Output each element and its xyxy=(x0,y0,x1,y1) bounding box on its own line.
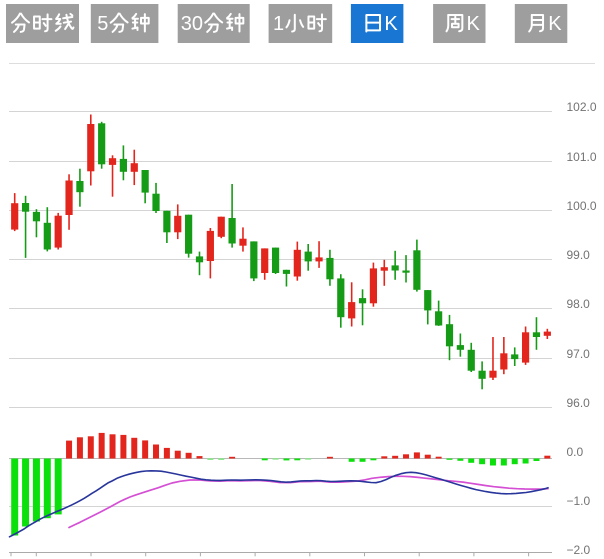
svg-text:−1.0: −1.0 xyxy=(567,494,591,508)
svg-text:1: 1 xyxy=(273,13,284,35)
svg-text:102.0: 102.0 xyxy=(567,100,597,114)
svg-text:98.0: 98.0 xyxy=(567,297,591,311)
svg-text:101.0: 101.0 xyxy=(567,150,597,164)
svg-text:−2.0: −2.0 xyxy=(567,543,591,557)
svg-text:K: K xyxy=(384,13,398,35)
svg-text:96.0: 96.0 xyxy=(567,396,591,410)
svg-text:K: K xyxy=(467,13,481,35)
svg-text:5: 5 xyxy=(97,13,108,35)
svg-text:K: K xyxy=(548,13,562,35)
svg-text:100.0: 100.0 xyxy=(567,199,597,213)
svg-text:99.0: 99.0 xyxy=(567,248,591,262)
svg-text:30: 30 xyxy=(181,13,203,35)
svg-text:0.0: 0.0 xyxy=(567,445,584,459)
svg-text:97.0: 97.0 xyxy=(567,347,591,361)
